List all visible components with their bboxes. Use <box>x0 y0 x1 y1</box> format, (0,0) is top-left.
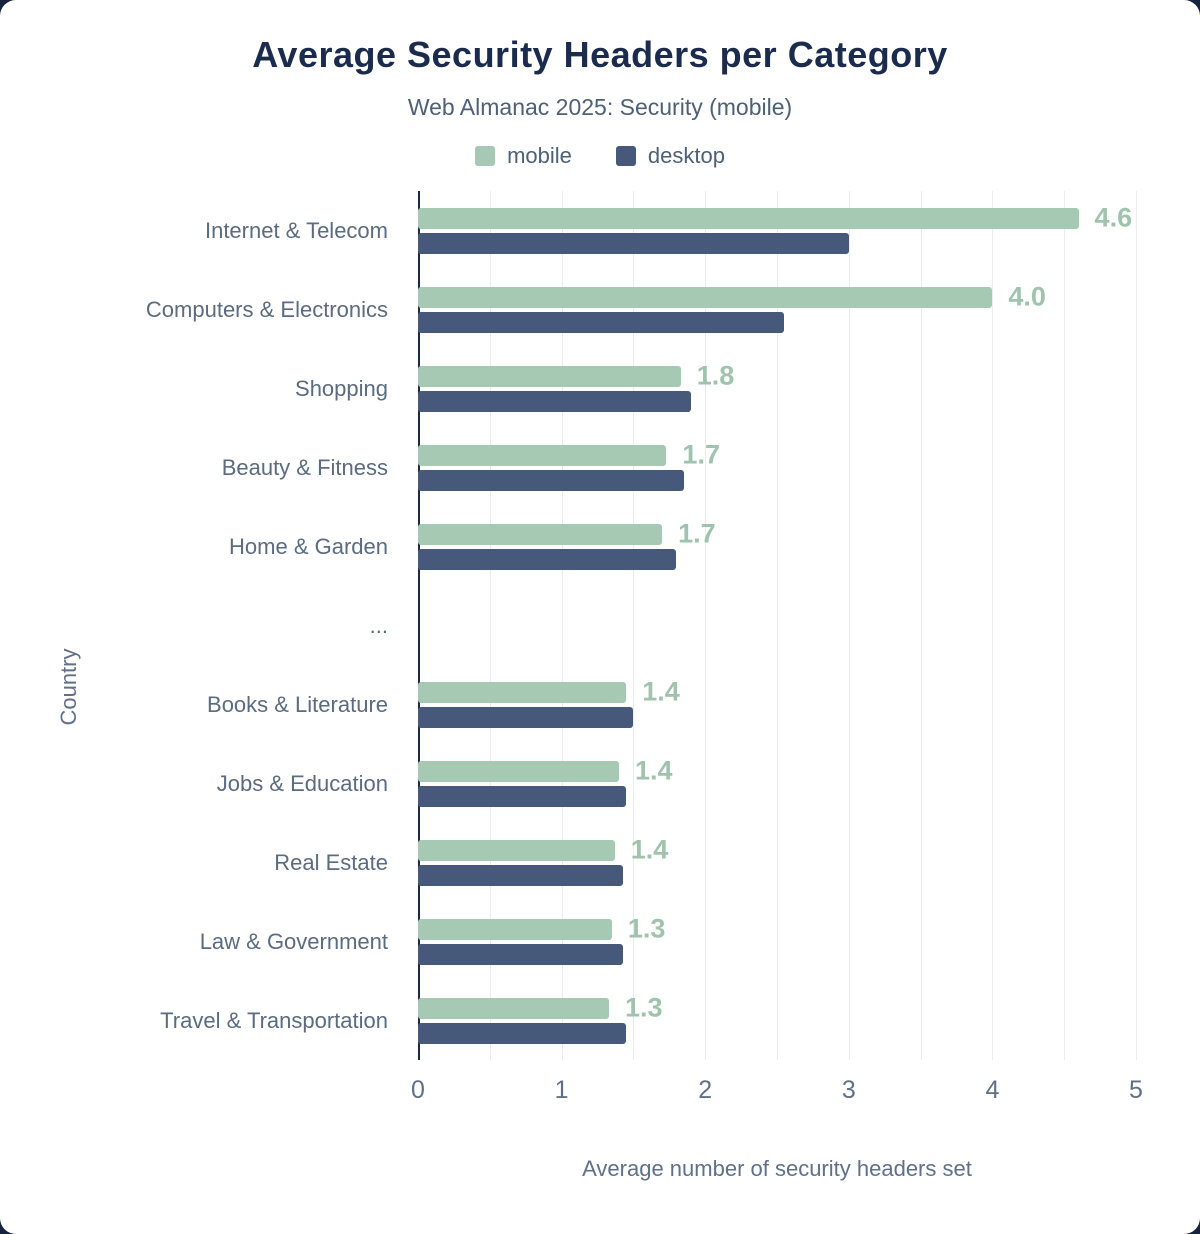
legend-label-mobile: mobile <box>507 143 572 168</box>
x-axis-ticks: 0 1 2 3 4 5 <box>411 1060 1143 1108</box>
legend: mobile desktop <box>0 143 1200 169</box>
category-row: Computers & Electronics 4.0 <box>0 270 1200 349</box>
gridline <box>489 191 491 1060</box>
category-label: Internet & Telecom <box>204 217 388 243</box>
bar-mobile[interactable] <box>418 286 993 308</box>
bar-mobile[interactable] <box>418 444 667 466</box>
bar-value-label: 1.4 <box>635 755 673 786</box>
gridline <box>848 191 850 1060</box>
legend-swatch-mobile <box>475 146 496 166</box>
category-bars: 4.0 <box>418 270 1136 349</box>
bar-desktop[interactable] <box>418 311 785 333</box>
gridline <box>1136 191 1137 1060</box>
category-bars: 1.8 <box>418 349 1136 428</box>
gridline <box>561 191 563 1060</box>
bar-mobile[interactable] <box>418 839 615 861</box>
category-bars <box>418 586 1136 665</box>
x-tick-label: 5 <box>1129 1076 1143 1104</box>
category-bars: 1.4 <box>418 665 1136 744</box>
bar-mobile[interactable] <box>418 681 627 703</box>
bar-desktop[interactable] <box>418 864 624 886</box>
bar-value-label: 1.3 <box>624 992 663 1023</box>
category-label: Travel & Transportation <box>160 1007 388 1033</box>
legend-label-desktop: desktop <box>647 143 725 168</box>
bar-mobile[interactable] <box>418 523 663 545</box>
gridline <box>992 191 994 1060</box>
category-row: ... <box>0 586 1200 665</box>
category-row: Travel & Transportation 1.3 <box>0 981 1200 1060</box>
chart-area: Country Internet & Telecom 4.6 Computers &… <box>0 191 1200 1182</box>
bar-value-label: 1.3 <box>627 913 666 944</box>
legend-swatch-desktop <box>615 146 636 166</box>
category-label: Beauty & Fitness <box>221 454 388 480</box>
category-row: Jobs & Education 1.4 <box>0 744 1200 823</box>
y-axis-line <box>418 191 420 1060</box>
category-row: Books & Literature 1.4 <box>0 665 1200 744</box>
bar-value-label: 1.7 <box>682 439 720 470</box>
bar-desktop[interactable] <box>418 1022 627 1044</box>
x-tick-label: 4 <box>985 1076 1000 1104</box>
category-bars: 1.7 <box>418 428 1136 507</box>
gridline <box>705 191 707 1060</box>
category-bars: 1.3 <box>418 902 1136 981</box>
bar-mobile[interactable] <box>418 365 681 387</box>
chart-title: Average Security Headers per Category <box>252 34 948 75</box>
category-bars: 1.3 <box>418 981 1136 1060</box>
category-label: Computers & Electronics <box>145 296 388 322</box>
x-tick-label: 2 <box>698 1076 713 1104</box>
category-row: Shopping 1.8 <box>0 349 1200 428</box>
bar-value-label: 4.6 <box>1094 202 1133 233</box>
bar-mobile[interactable] <box>418 760 620 782</box>
bar-desktop[interactable] <box>418 390 691 412</box>
gridline <box>777 191 778 1060</box>
category-bars: 4.6 <box>418 191 1136 270</box>
legend-item-desktop[interactable]: desktop <box>615 143 725 169</box>
gridline <box>1064 191 1066 1060</box>
category-row: Law & Government 1.3 <box>0 902 1200 981</box>
x-tick-label: 3 <box>841 1076 856 1104</box>
category-label: Books & Literature <box>207 691 388 717</box>
bar-value-label: 1.8 <box>696 360 735 391</box>
category-label: Jobs & Education <box>216 770 388 796</box>
bar-value-label: 1.7 <box>678 518 716 549</box>
category-label: ... <box>369 612 388 638</box>
bar-desktop[interactable] <box>418 785 627 807</box>
category-row: Internet & Telecom 4.6 <box>0 191 1200 270</box>
bar-desktop[interactable] <box>418 232 849 254</box>
category-row: Home & Garden 1.7 <box>0 507 1200 586</box>
category-bars: 1.4 <box>418 744 1136 823</box>
bar-value-label: 1.4 <box>642 676 680 707</box>
bar-value-label: 1.4 <box>630 834 669 865</box>
category-bars: 1.7 <box>418 507 1136 586</box>
category-label: Law & Government <box>199 928 388 954</box>
x-tick-label: 1 <box>554 1076 569 1104</box>
x-axis-title: Average number of security headers set <box>582 1156 972 1181</box>
bar-mobile[interactable] <box>418 918 612 940</box>
bar-desktop[interactable] <box>418 706 634 728</box>
x-tick-label: 0 <box>411 1076 425 1104</box>
bar-mobile[interactable] <box>418 207 1079 229</box>
bar-desktop[interactable] <box>418 548 677 570</box>
grid-layer <box>418 191 1137 1060</box>
category-label: Home & Garden <box>229 533 388 559</box>
legend-item-mobile[interactable]: mobile <box>475 143 572 169</box>
bar-mobile[interactable] <box>418 997 609 1019</box>
gridline <box>920 191 922 1060</box>
chart-subtitle: Web Almanac 2025: Security (mobile) <box>407 94 793 120</box>
category-row: Real Estate 1.4 <box>0 823 1200 902</box>
bar-value-label: 4.0 <box>1008 281 1046 312</box>
bar-desktop[interactable] <box>418 469 684 491</box>
gridline <box>633 191 635 1060</box>
category-row: Beauty & Fitness 1.7 <box>0 428 1200 507</box>
bar-desktop[interactable] <box>418 943 624 965</box>
category-label: Real Estate <box>274 849 388 875</box>
category-label: Shopping <box>295 375 388 401</box>
category-bars: 1.4 <box>418 823 1136 902</box>
plot-rows: Internet & Telecom 4.6 Computers & Electro… <box>0 191 1200 1060</box>
